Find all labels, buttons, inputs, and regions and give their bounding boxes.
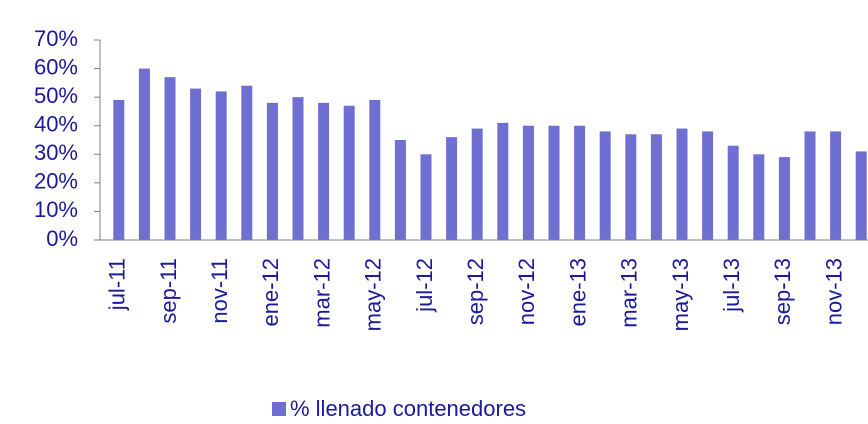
x-tick-label: ene-12 (258, 258, 283, 327)
x-tick-label: nov-13 (821, 258, 846, 325)
y-tick-label: 0% (46, 226, 78, 251)
y-tick-label: 10% (34, 197, 78, 222)
bar (138, 68, 150, 240)
bar (471, 128, 483, 240)
bar (574, 125, 586, 240)
bar (855, 151, 867, 240)
x-tick-label: nov-12 (514, 258, 539, 325)
legend-label: % llenado contenedores (290, 396, 526, 421)
bar (190, 88, 202, 240)
x-tick-label: may-13 (668, 258, 693, 331)
x-tick-label: sep-13 (770, 258, 795, 325)
bar (394, 140, 406, 240)
x-tick-label: jul-12 (412, 258, 437, 313)
y-tick-label: 70% (34, 26, 78, 51)
bar (625, 134, 637, 240)
bar (164, 77, 176, 241)
bar (266, 102, 278, 240)
bar (548, 125, 560, 240)
bar (676, 128, 688, 240)
x-tick-label: ene-13 (565, 258, 590, 327)
bar (318, 102, 330, 240)
x-tick-label: jul-13 (719, 258, 744, 313)
bar (727, 145, 739, 240)
x-tick-label: mar-12 (309, 258, 334, 328)
y-tick-label: 50% (34, 83, 78, 108)
bar (241, 85, 253, 240)
x-tick-label: may-12 (361, 258, 386, 331)
x-tick-label: sep-12 (463, 258, 488, 325)
bar (420, 154, 432, 240)
bar (497, 122, 509, 240)
bar (446, 137, 458, 240)
bar (343, 105, 355, 240)
y-tick-label: 60% (34, 54, 78, 79)
x-tick-label: nov-11 (207, 258, 232, 324)
bar (522, 125, 534, 240)
bar (599, 131, 611, 240)
bar (804, 131, 816, 240)
y-tick-label: 40% (34, 112, 78, 137)
bar (753, 154, 765, 240)
bar (830, 131, 842, 240)
bar (778, 157, 790, 240)
x-tick-label: jul-11 (105, 258, 130, 311)
x-tick-label: mar-13 (617, 258, 642, 328)
y-tick-label: 30% (34, 140, 78, 165)
bar (292, 97, 304, 241)
x-tick-label: sep-11 (156, 258, 181, 324)
bar (702, 131, 714, 240)
bar (215, 91, 227, 240)
bar (650, 134, 662, 240)
legend-swatch (272, 402, 286, 416)
bar (369, 100, 381, 240)
bar (113, 100, 125, 240)
y-tick-label: 20% (34, 169, 78, 194)
